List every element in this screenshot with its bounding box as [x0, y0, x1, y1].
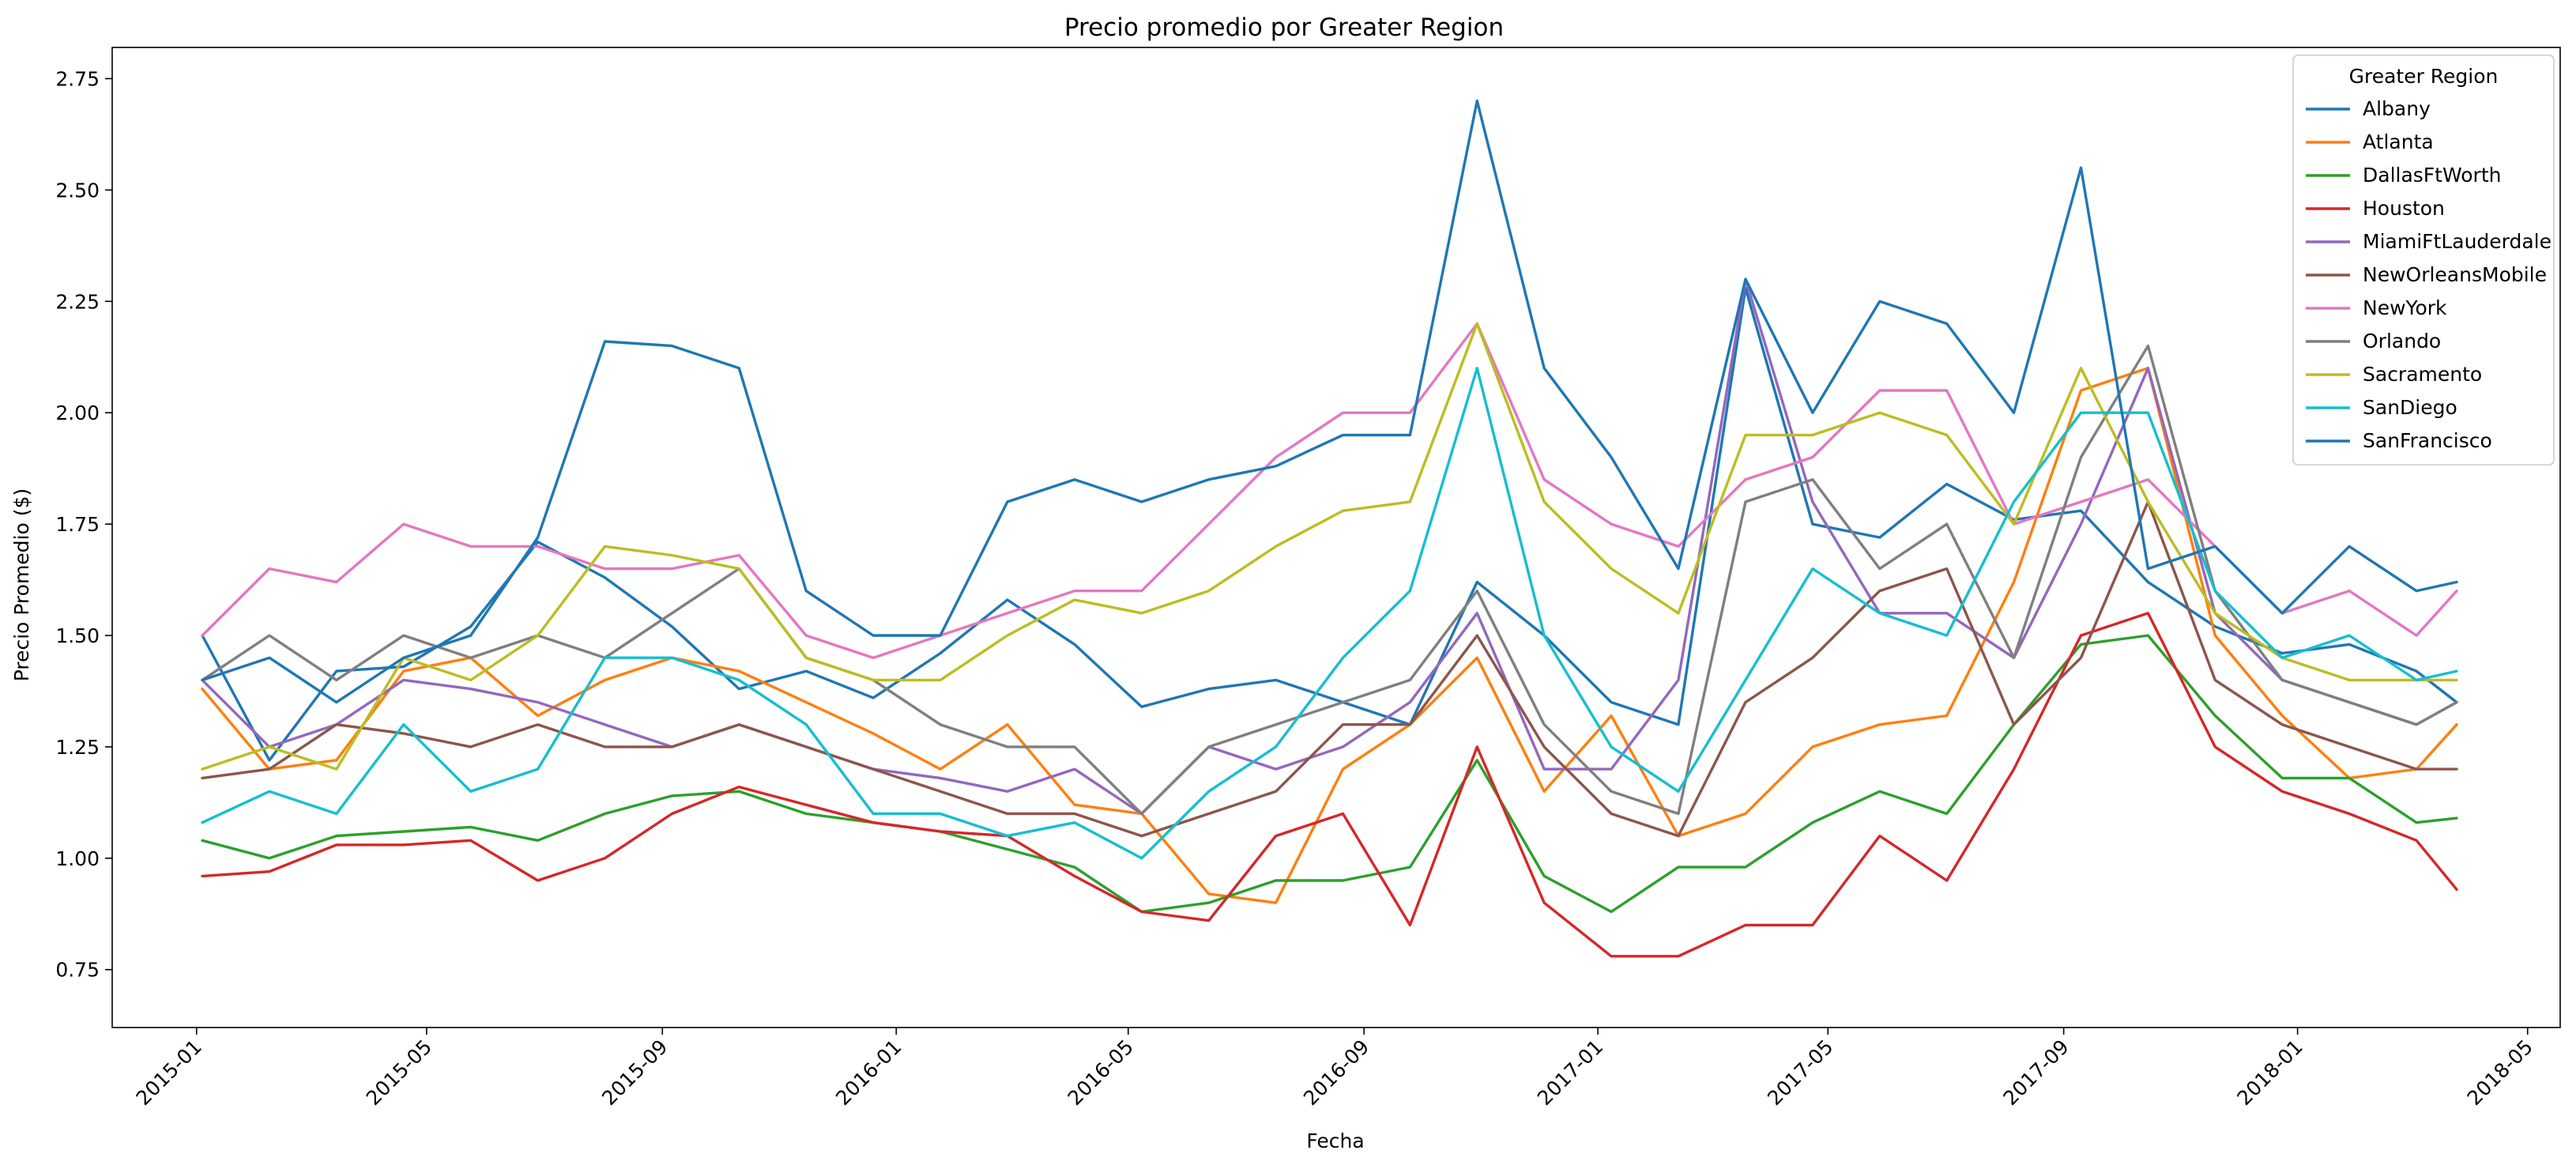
series-line-neworleansmobile — [201, 500, 2458, 838]
series-line-miamiftlauderdale — [201, 277, 2458, 816]
legend: Greater Region Albany Atlanta DallasFtWorth… — [2292, 55, 2555, 466]
legend-label-dallasftworth: DallasFtWorth — [2363, 164, 2501, 187]
y-tick-label: 1.75 — [55, 513, 100, 536]
plot-frame — [111, 47, 2561, 1028]
legend-label-newyork: NewYork — [2363, 296, 2447, 319]
legend-label-sandiego: SanDiego — [2363, 396, 2457, 419]
y-tick-label: 0.75 — [55, 959, 100, 982]
legend-label-albany: Albany — [2363, 97, 2431, 120]
series-layer — [201, 99, 2458, 958]
y-tick-label: 2.75 — [55, 67, 100, 90]
legend-label-sanfrancisco: SanFrancisco — [2363, 429, 2492, 452]
legend-label-atlanta: Atlanta — [2363, 130, 2434, 153]
legend-box — [2292, 55, 2555, 466]
legend-label-sacramento: Sacramento — [2363, 363, 2482, 386]
series-line-sanfrancisco — [201, 99, 2458, 704]
legend-label-miamiftlauderdale: MiamiFtLauderdale — [2363, 230, 2552, 253]
series-line-dallasftworth — [201, 634, 2458, 914]
series-line-sandiego — [201, 367, 2458, 860]
legend-label-neworleansmobile: NewOrleansMobile — [2363, 263, 2547, 286]
series-line-atlanta — [201, 367, 2458, 904]
y-tick-label: 2.25 — [55, 290, 100, 313]
legend-title: Greater Region — [2349, 65, 2499, 88]
y-tick-label: 2.00 — [55, 402, 100, 424]
legend-label-houston: Houston — [2363, 197, 2445, 220]
y-tick-label: 1.25 — [55, 736, 100, 759]
series-line-houston — [201, 612, 2458, 958]
x-axis-label: Fecha — [1306, 1129, 1364, 1152]
y-tick-label: 2.50 — [55, 179, 100, 202]
chart-title: Precio promedio por Greater Region — [1064, 13, 1504, 42]
y-tick-label: 1.50 — [55, 624, 100, 647]
series-line-newyork — [201, 322, 2458, 659]
series-line-orlando — [201, 344, 2458, 816]
y-axis-label: Precio Promedio ($) — [10, 488, 33, 682]
y-tick-label: 1.00 — [55, 847, 100, 870]
legend-label-orlando: Orlando — [2363, 330, 2441, 353]
